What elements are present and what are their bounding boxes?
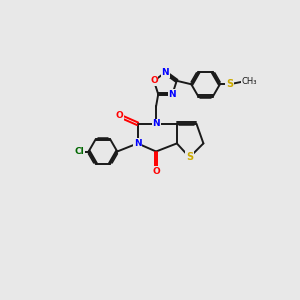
Text: O: O	[150, 76, 158, 85]
Text: O: O	[115, 111, 123, 120]
Text: CH₃: CH₃	[241, 77, 257, 86]
Text: N: N	[169, 90, 176, 99]
Text: N: N	[152, 119, 160, 128]
Text: N: N	[134, 139, 141, 148]
Text: S: S	[226, 79, 233, 89]
Text: N: N	[161, 68, 169, 77]
Text: O: O	[152, 167, 160, 176]
Text: Cl: Cl	[74, 147, 84, 156]
Text: S: S	[186, 152, 193, 162]
